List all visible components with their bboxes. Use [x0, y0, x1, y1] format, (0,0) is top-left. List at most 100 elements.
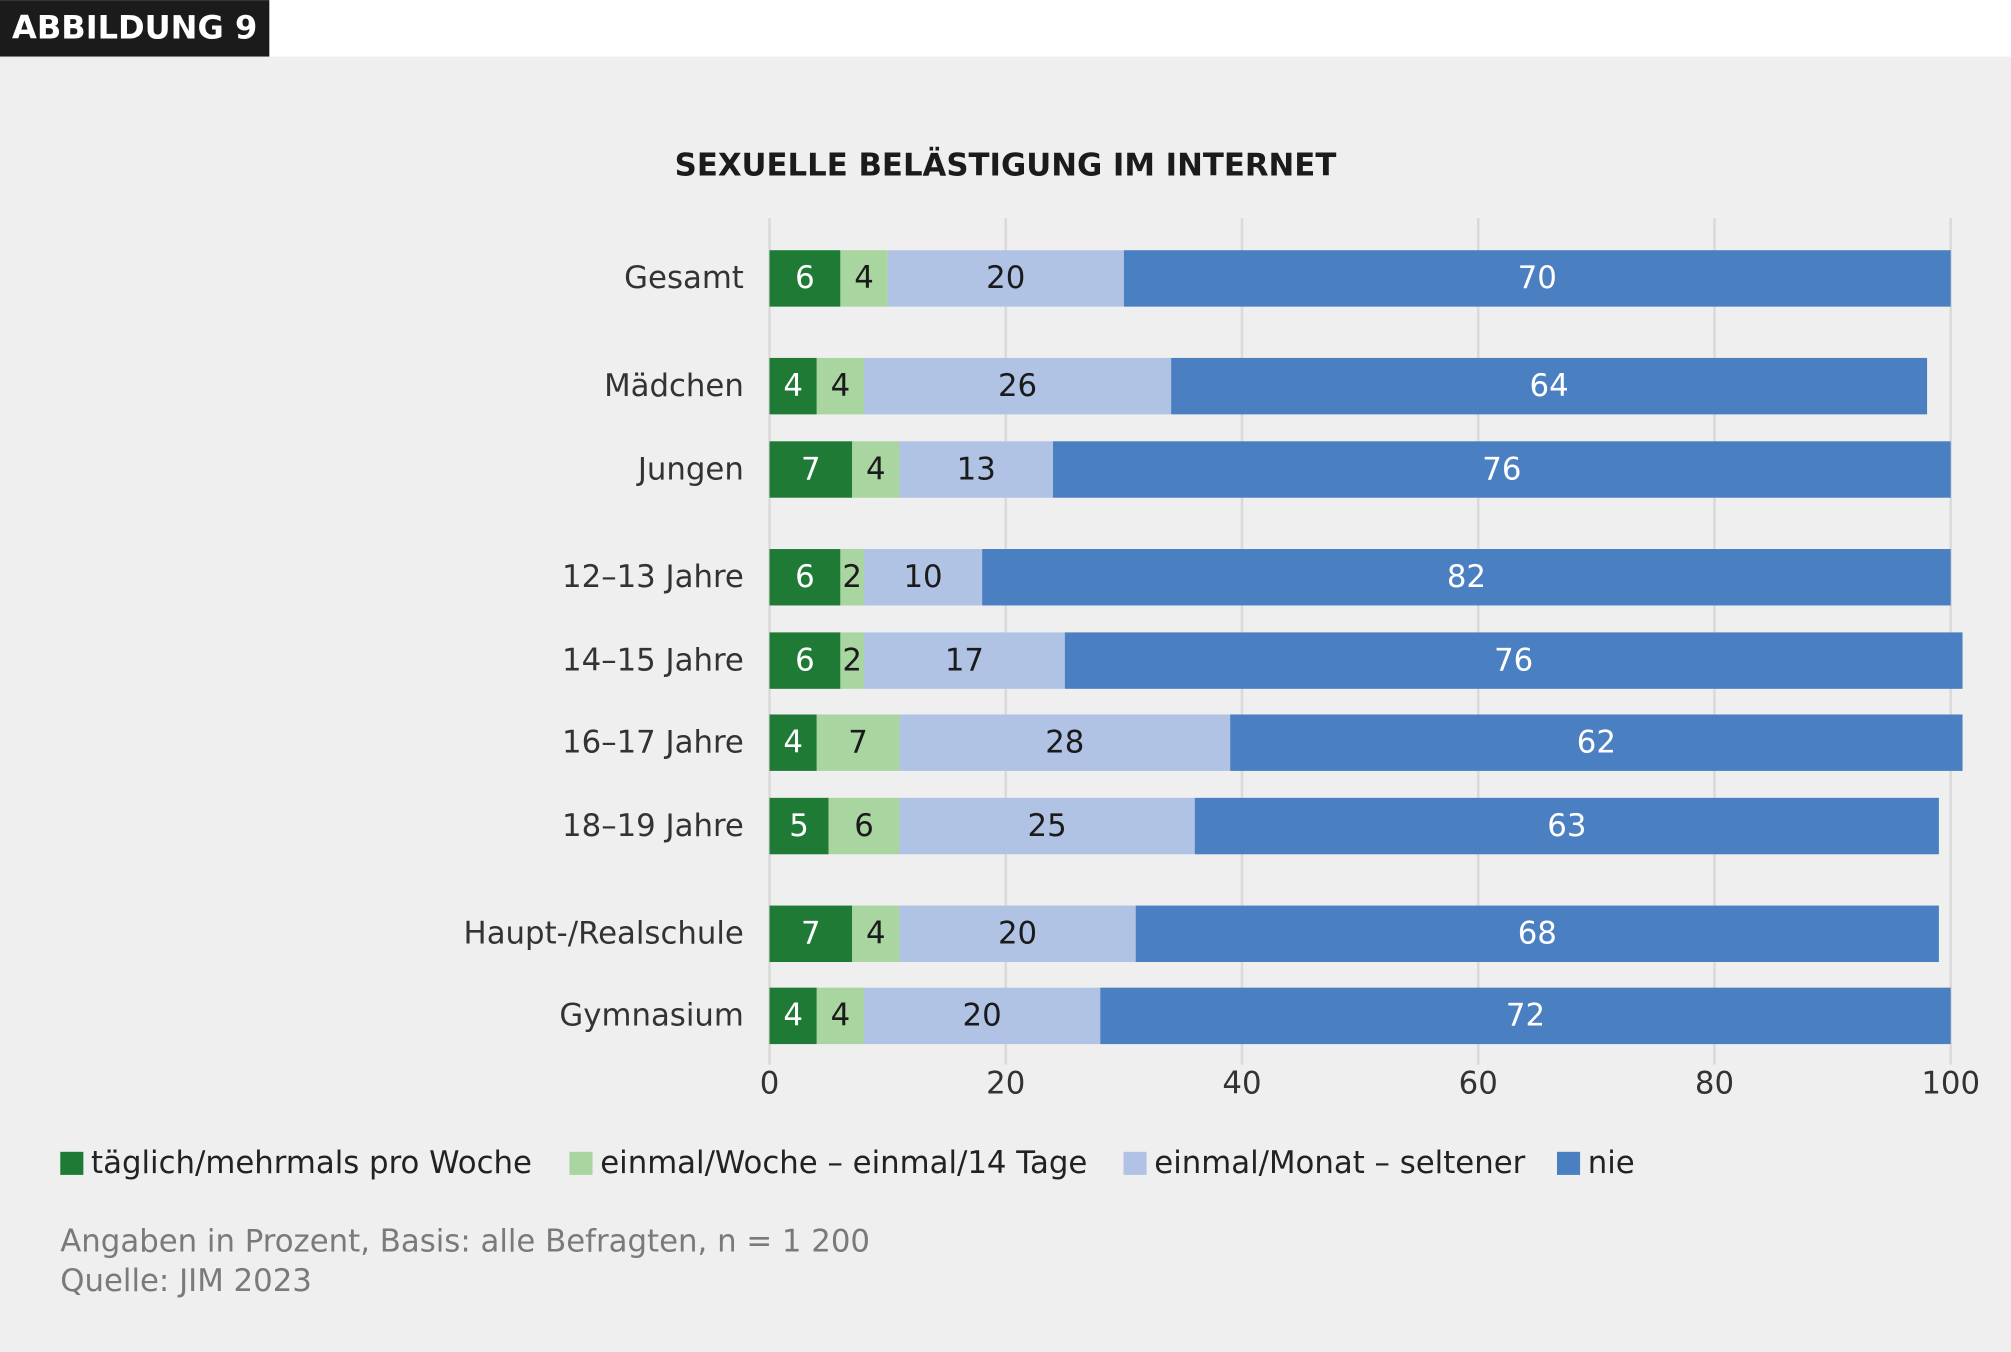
data-label: 25: [1028, 808, 1067, 844]
bar-segment: [887, 250, 1124, 307]
note: Quelle: JIM 2023: [60, 1263, 312, 1299]
bar-segment: [899, 797, 1195, 855]
bar-segment: [1100, 987, 1951, 1045]
badge: ABBILDUNG 9: [12, 9, 257, 47]
bar-segment: [769, 250, 841, 307]
y-tick-label: Mädchen: [604, 368, 744, 404]
bar-segment: [852, 905, 900, 963]
header-strip: [0, 0, 2011, 57]
data-label: 4: [783, 368, 803, 404]
bar-segment: [769, 441, 853, 498]
data-label: 6: [795, 642, 815, 678]
bar-segment: [828, 797, 900, 855]
bar-segment: [1123, 250, 1951, 307]
bar-segment: [982, 549, 1951, 606]
y-tick-label: Jungen: [636, 451, 744, 487]
legend-swatch: [60, 1151, 84, 1175]
data-label: 17: [945, 642, 984, 678]
y-tick-label: Gesamt: [624, 260, 744, 296]
data-label: 5: [789, 808, 809, 844]
data-label: 4: [783, 998, 803, 1034]
y-tick-label: Haupt-/Realschule: [464, 916, 744, 952]
bar-segment: [899, 905, 1136, 963]
data-label: 7: [848, 724, 868, 760]
data-label: 20: [963, 998, 1002, 1034]
bar-segment: [1135, 905, 1939, 963]
data-label: 6: [795, 559, 815, 595]
bar-segment: [769, 987, 817, 1045]
bar-segment: [769, 357, 817, 415]
data-label: 6: [854, 808, 874, 844]
legend-label: nie: [1588, 1145, 1635, 1181]
x-tick-label: 60: [1459, 1066, 1498, 1102]
bar-segment: [816, 357, 865, 415]
data-label: 64: [1530, 368, 1569, 404]
bar-segment: [816, 714, 900, 771]
bar-segment: [1064, 632, 1963, 689]
data-label: 76: [1494, 642, 1533, 678]
x-tick-label: 100: [1921, 1066, 1980, 1102]
bar-segment: [864, 549, 983, 606]
bar-segment: [769, 549, 841, 606]
chart-title: SEXUELLE BELÄSTIGUNG IM INTERNET: [675, 147, 1337, 183]
y-tick-label: 18–19 Jahre: [562, 808, 744, 844]
data-label: 76: [1482, 451, 1521, 487]
bar-segment: [840, 632, 865, 689]
bar-segment: [899, 714, 1231, 771]
bar-segment: [769, 714, 817, 771]
legend-label: einmal/Monat – seltener: [1154, 1145, 1525, 1181]
data-label: 4: [831, 368, 851, 404]
legend-label: einmal/Woche – einmal/14 Tage: [600, 1145, 1087, 1181]
legend-swatch: [569, 1151, 593, 1175]
data-label: 4: [866, 451, 886, 487]
bar-segment: [840, 250, 888, 307]
bar-segment: [769, 797, 829, 855]
bar-segment: [1171, 357, 1928, 415]
bar-segment: [852, 441, 900, 498]
bar-segment: [1053, 441, 1951, 498]
x-tick-label: 40: [1222, 1066, 1261, 1102]
data-label: 20: [998, 916, 1037, 952]
data-label: 72: [1506, 998, 1545, 1034]
legend-swatch: [1123, 1151, 1147, 1175]
data-label: 10: [903, 559, 942, 595]
x-tick-label: 80: [1695, 1066, 1734, 1102]
legend-swatch: [1556, 1151, 1581, 1175]
y-tick-label: 14–15 Jahre: [562, 642, 744, 678]
data-label: 13: [957, 451, 996, 487]
data-label: 2: [842, 559, 862, 595]
data-label: 70: [1518, 260, 1557, 296]
data-label: 7: [801, 451, 821, 487]
bar-segment: [769, 905, 853, 963]
data-label: 4: [783, 724, 803, 760]
y-tick-label: 12–13 Jahre: [562, 559, 744, 595]
bar-segment: [899, 441, 1054, 498]
bar-segment: [1230, 714, 1963, 771]
bar-segment: [864, 987, 1101, 1045]
data-label: 7: [801, 916, 821, 952]
data-label: 20: [986, 260, 1025, 296]
data-label: 6: [795, 260, 815, 296]
data-label: 4: [866, 916, 886, 952]
bar-segment: [840, 549, 865, 606]
bar-segment: [1194, 797, 1939, 855]
data-label: 26: [998, 368, 1037, 404]
data-label: 28: [1045, 724, 1084, 760]
x-tick-label: 20: [986, 1066, 1025, 1102]
bar-segment: [816, 987, 865, 1045]
x-tick-label: 0: [760, 1066, 780, 1102]
bar-segment: [864, 357, 1172, 415]
y-tick-label: 16–17 Jahre: [562, 724, 744, 760]
data-label: 4: [831, 998, 851, 1034]
badge-box: [0, 0, 270, 57]
data-label: 82: [1447, 559, 1486, 595]
bar-segment: [769, 632, 841, 689]
data-label: 63: [1547, 808, 1586, 844]
data-label: 4: [854, 260, 874, 296]
note: Angaben in Prozent, Basis: alle Befragte…: [60, 1223, 870, 1259]
y-tick-label: Gymnasium: [559, 998, 743, 1034]
bar-segment: [864, 632, 1065, 689]
data-label: 68: [1518, 916, 1557, 952]
